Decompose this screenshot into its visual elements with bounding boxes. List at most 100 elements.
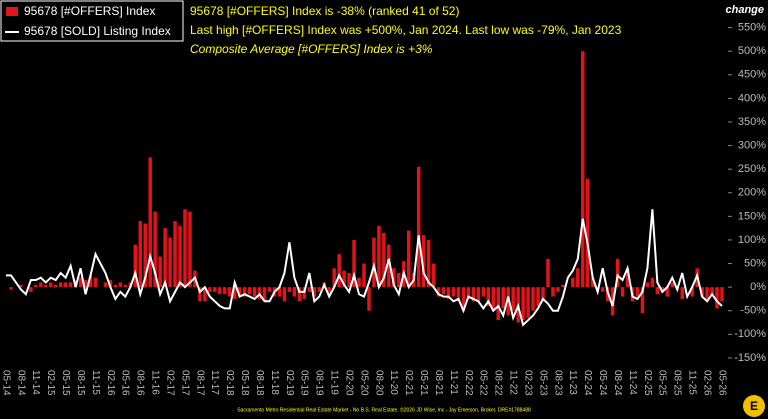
y-tick-label: 100%: [738, 234, 766, 246]
x-tick-label: 05-26: [716, 370, 727, 396]
x-tick-label: 11-20: [388, 370, 399, 395]
bar: [168, 237, 172, 288]
bar: [511, 287, 515, 311]
bar: [237, 287, 242, 297]
bar: [541, 287, 545, 302]
bar: [312, 287, 317, 297]
x-tick-label: 08-20: [373, 370, 384, 396]
bar: [183, 209, 187, 288]
bar: [486, 287, 491, 307]
bar: [590, 277, 595, 288]
x-tick-label: 11-24: [627, 370, 638, 395]
bar: [501, 287, 505, 309]
bar: [481, 287, 486, 297]
bar: [456, 287, 461, 302]
bar: [476, 287, 481, 302]
x-tick-label: 05-19: [299, 370, 310, 396]
bar: [426, 239, 431, 288]
bar: [88, 275, 93, 288]
x-tick-label: 05-23: [537, 370, 548, 396]
bar: [19, 284, 23, 288]
bar: [625, 268, 630, 288]
x-tick-label: 05-16: [120, 370, 131, 396]
x-tick-label: 08-19: [314, 370, 325, 396]
bar: [49, 282, 53, 288]
bar: [382, 232, 386, 288]
bar: [302, 287, 307, 299]
bar: [342, 270, 346, 288]
bar: [292, 287, 297, 297]
bar: [431, 263, 436, 288]
logo: [743, 395, 765, 417]
bar: [705, 287, 709, 302]
bar: [53, 284, 58, 288]
bar: [138, 221, 142, 288]
x-tick-label: 11-17: [209, 370, 220, 395]
bar: [690, 287, 694, 297]
bar: [44, 284, 48, 288]
x-tick-label: 02-22: [463, 370, 474, 396]
annotation: 95678 [#OFFERS] Index is -38% (ranked 41…: [190, 4, 459, 18]
line: [6, 209, 723, 327]
bar: [347, 272, 351, 288]
x-tick-label: 02-19: [284, 370, 295, 396]
x-tick-label: 11-18: [269, 370, 280, 395]
bar: [277, 287, 282, 297]
bar: [620, 287, 625, 297]
bar: [252, 287, 257, 297]
bar: [247, 287, 252, 295]
x-tick-label: 02-20: [343, 370, 354, 396]
x-tick-label: 08-23: [552, 370, 563, 396]
x-tick-label: 02-25: [642, 370, 653, 396]
x-tick-label: 02-17: [164, 370, 175, 396]
bar: [471, 287, 476, 302]
bar: [466, 287, 471, 299]
x-tick-label: 11-22: [508, 370, 519, 395]
y-tick-label: 150%: [738, 210, 766, 222]
x-tick-label: 11-15: [90, 370, 101, 395]
bar: [158, 256, 162, 288]
bar: [551, 287, 555, 297]
bar: [242, 287, 247, 297]
bar: [600, 287, 605, 292]
bar: [571, 277, 575, 288]
bar: [660, 287, 665, 292]
bar: [710, 287, 714, 297]
bar: [615, 258, 620, 288]
bar: [441, 287, 446, 295]
bar: [267, 287, 272, 292]
y-tick-label: -50%: [740, 305, 766, 317]
x-tick-label: 08-24: [612, 370, 623, 396]
bar: [218, 287, 222, 295]
bar: [536, 287, 540, 307]
bar: [34, 284, 38, 288]
x-tick-label: 08-15: [75, 370, 86, 396]
bar: [461, 287, 466, 311]
legend-swatch: [6, 7, 18, 16]
bar: [173, 221, 177, 288]
bar: [521, 287, 525, 321]
y-tick-label: 250%: [738, 163, 766, 175]
bar: [113, 284, 118, 288]
bar: [446, 287, 451, 299]
bar: [29, 287, 33, 292]
bar: [153, 211, 157, 288]
bar: [133, 244, 138, 288]
x-tick-label: 08-18: [254, 370, 265, 396]
bar: [546, 258, 550, 288]
legend-box: [0, 0, 184, 42]
bar: [640, 287, 645, 314]
bar: [586, 178, 590, 288]
x-tick-label: 05-21: [418, 370, 429, 396]
bar: [118, 282, 123, 288]
bar: [123, 284, 128, 288]
annotation: Composite Average [#OFFERS] Index is +3%: [190, 42, 433, 56]
bar: [93, 277, 98, 288]
x-tick-label: 08-22: [493, 370, 504, 396]
bar: [332, 268, 336, 288]
y-tick-label: 50%: [744, 257, 766, 269]
x-tick-label: 02-24: [582, 370, 593, 396]
bar: [367, 287, 371, 311]
